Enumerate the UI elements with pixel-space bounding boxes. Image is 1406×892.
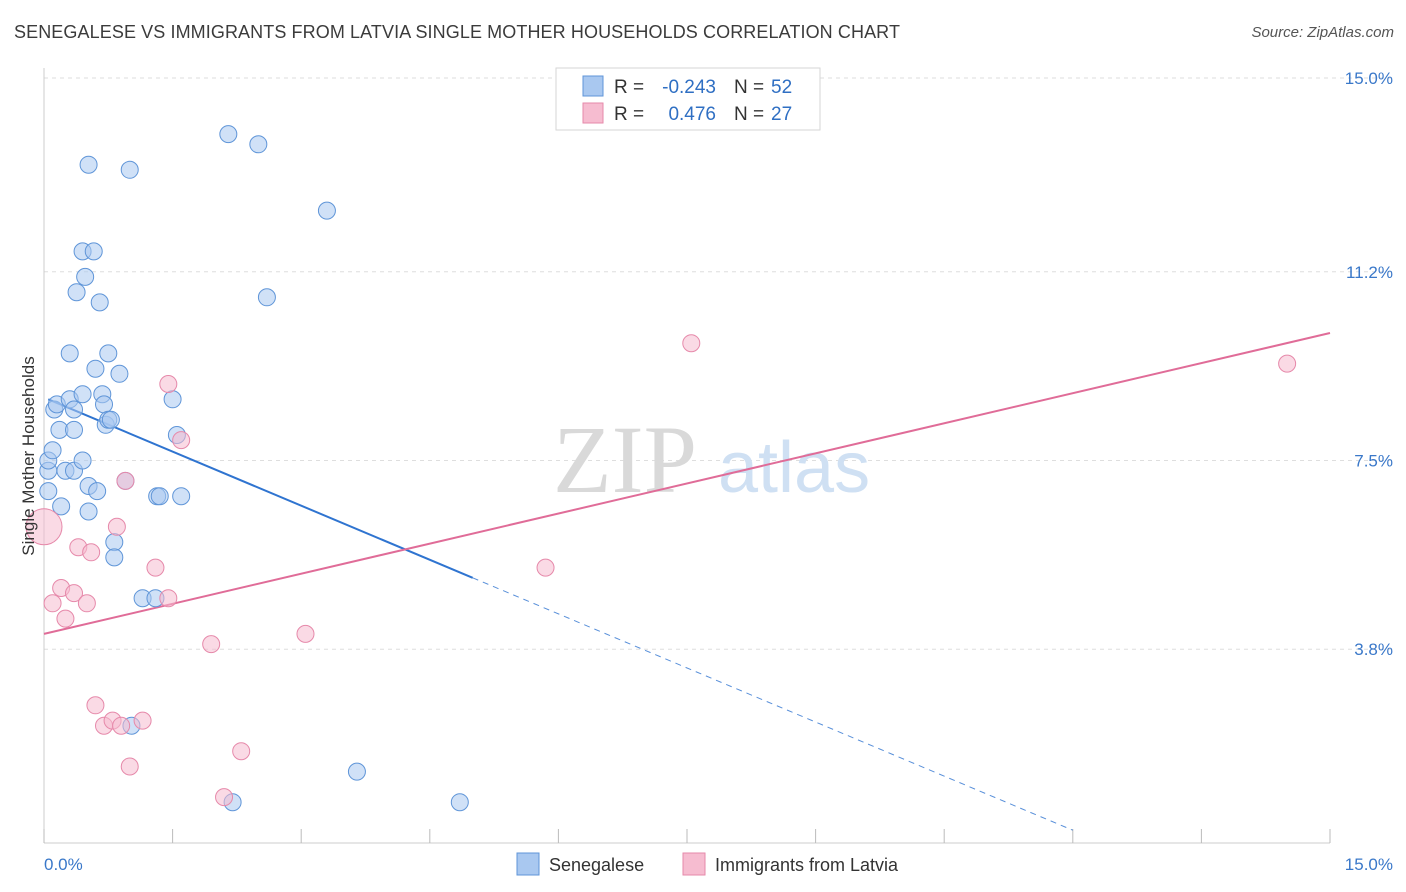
latvia-point-16 [146,558,165,577]
latvia-point-19 [172,431,191,450]
senegalese-point-18 [76,267,95,286]
latvia-point-17 [159,375,178,393]
senegalese-point-13 [65,420,84,439]
senegalese-point-15 [73,385,92,404]
senegalese-point-34 [110,364,129,383]
latvia-point-24 [536,558,555,577]
y-tick-label-0: 3.8% [1354,640,1393,659]
senegalese-point-49 [317,201,336,220]
senegalese-trend-extension [472,577,1073,831]
senegalese-point-11 [65,400,84,419]
senegalese-point-44 [172,487,191,506]
legend-n-label-blue: N = [734,77,764,98]
x-tick-label-1: 15.0% [1345,855,1393,874]
senegalese-point-47 [249,135,268,154]
latvia-points [25,334,1297,807]
x-tick-label-0: 0.0% [44,855,83,874]
chart-title: SENEGALESE VS IMMIGRANTS FROM LATVIA SIN… [14,22,901,42]
latvia-point-1 [43,594,62,613]
latvia-point-6 [77,594,96,613]
latvia-point-14 [120,757,139,776]
senegalese-point-27 [95,395,114,414]
senegalese-point-14 [67,283,86,302]
senegalese-point-24 [88,482,107,501]
senegalese-point-31 [101,410,120,429]
y-axis-label: Single Mother Households [19,356,38,555]
senegalese-point-0 [39,482,58,501]
senegalese-point-42 [163,390,182,409]
latvia-point-8 [86,696,105,715]
source-label: Source: ZipAtlas.com [1251,24,1394,41]
latvia-point-3 [56,609,75,628]
y-tick-label-3: 15.0% [1345,69,1393,88]
latvia-point-23 [296,624,315,643]
senegalese-point-50 [347,762,366,781]
latvia-point-12 [112,716,131,735]
senegalese-point-3 [43,441,62,460]
senegalese-trend-line [47,398,474,579]
legend-n-value-blue: 52 [771,77,792,98]
series-legend-label-blue: Senegalese [549,855,644,875]
latvia-point-11 [107,517,126,536]
legend-n-value-pink: 27 [771,104,792,125]
legend-swatch-pink [582,102,604,124]
senegalese-point-7 [52,497,71,516]
legend-n-label-pink: N = [734,104,764,125]
legend-r-value-blue: -0.243 [662,77,716,98]
latvia-point-20 [202,635,221,654]
latvia-point-15 [133,711,152,730]
legend-r-label-blue: R = [614,77,644,98]
senegalese-point-29 [99,344,118,363]
latvia-point-0 [25,508,63,546]
latvia-point-4 [65,584,84,603]
senegalese-point-10 [60,344,79,363]
senegalese-point-45 [219,125,238,144]
senegalese-points [39,125,469,812]
latvia-point-21 [215,788,234,807]
y-tick-label-2: 11.2% [1346,263,1393,282]
senegalese-point-16 [73,451,92,470]
latvia-point-18 [159,589,178,608]
series-legend: Senegalese Immigrants from Latvia [516,852,899,876]
senegalese-point-25 [90,293,109,312]
latvia-trend-line [43,332,1331,635]
senegalese-point-32 [105,533,124,552]
latvia-point-22 [232,742,251,761]
latvia-point-26 [1278,354,1297,373]
watermark-atlas: atlas [718,428,870,508]
senegalese-point-51 [450,793,469,812]
senegalese-point-36 [120,160,139,179]
senegalese-point-33 [105,548,124,567]
legend-r-label-pink: R = [614,104,644,125]
senegalese-point-22 [84,242,103,261]
trend-lines [43,332,1331,831]
senegalese-point-23 [86,359,105,378]
legend-swatch-blue [582,75,604,97]
senegalese-point-41 [150,487,169,506]
series-legend-label-pink: Immigrants from Latvia [715,855,899,875]
y-tick-label-1: 7.5% [1354,452,1393,471]
stats-legend: R = -0.243 N = 52 R = 0.476 N = 27 [555,67,821,131]
senegalese-point-48 [257,288,276,307]
senegalese-point-21 [79,502,98,521]
latvia-point-13 [116,471,135,490]
series-legend-swatch-pink [682,852,706,876]
series-legend-swatch-blue [516,852,540,876]
grid-lines [44,77,1392,650]
legend-r-value-pink: 0.476 [668,104,716,125]
tick-labels: 3.8% 7.5% 11.2% 15.0% 0.0% 15.0% [44,69,1393,874]
watermark-zip: ZIP [553,406,697,513]
latvia-point-7 [82,543,101,562]
senegalese-point-20 [79,155,98,174]
latvia-point-25 [682,334,701,353]
